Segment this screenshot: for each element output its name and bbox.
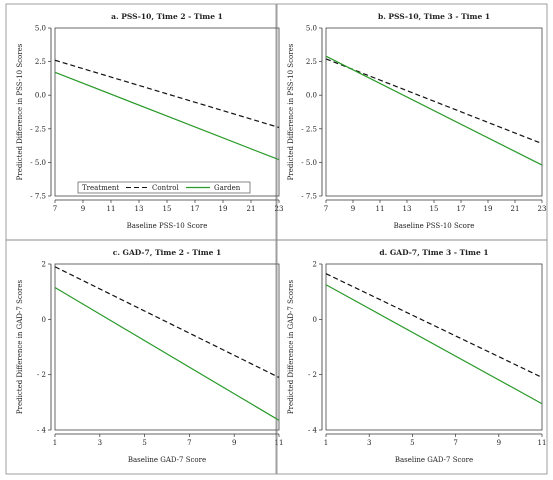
x-tick-label: 15 bbox=[163, 205, 172, 213]
y-tick-label: - 4 bbox=[308, 427, 318, 435]
x-axis-label: Baseline GAD-7 Score bbox=[395, 456, 473, 464]
y-tick-label: 0 bbox=[42, 316, 46, 324]
series-line-control bbox=[54, 59, 280, 129]
panel-title: c. GAD-7, Time 2 - Time 1 bbox=[113, 248, 221, 257]
y-tick-label: - 2.5 bbox=[30, 125, 46, 133]
x-tick-label: 3 bbox=[367, 439, 371, 447]
x-tick-label: 3 bbox=[98, 439, 102, 447]
series-line-garden bbox=[325, 284, 543, 405]
panel-d: d. GAD-7, Time 3 - Time 1 1 3 5 7 9 11 Baseline… bbox=[276, 239, 548, 475]
series-line-control bbox=[54, 266, 280, 378]
legend-box bbox=[77, 181, 251, 194]
x-tick-label: 7 bbox=[187, 439, 191, 447]
y-tick-label: - 2.5 bbox=[301, 125, 317, 133]
plot-frame bbox=[325, 263, 543, 431]
y-tick-label: - 5.0 bbox=[30, 159, 46, 167]
panel-title: d. GAD-7, Time 3 - Time 1 bbox=[379, 248, 488, 257]
x-tick-label: 7 bbox=[324, 205, 328, 213]
x-tick-label: 21 bbox=[247, 205, 256, 213]
y-tick-label: 2 bbox=[313, 261, 317, 269]
series-line-garden bbox=[54, 287, 280, 421]
y-tick-label: - 7.5 bbox=[30, 193, 46, 201]
legend-title: Treatment bbox=[82, 184, 119, 192]
x-tick-label: 7 bbox=[53, 205, 57, 213]
y-tick-label: - 2 bbox=[37, 371, 46, 379]
y-axis-label: Predicted Difference in PSS-10 Scores bbox=[287, 43, 295, 180]
x-tick-label: 17 bbox=[457, 205, 466, 213]
series-line-control bbox=[325, 273, 543, 378]
y-tick-label: 2 bbox=[42, 261, 46, 269]
x-axis-label: Baseline PSS-10 Score bbox=[127, 222, 208, 230]
panel-a: a. PSS-10, Time 2 - Time 1 7 9 11 13 15 17 19 21… bbox=[5, 3, 284, 241]
y-tick-label: 0.0 bbox=[306, 92, 317, 100]
y-tick-label: - 2 bbox=[308, 371, 317, 379]
x-tick-label: 11 bbox=[107, 205, 116, 213]
y-tick-label: 5.0 bbox=[306, 25, 317, 33]
panel-c: c. GAD-7, Time 2 - Time 1 1 3 5 7 9 11 Baseline… bbox=[5, 239, 284, 475]
x-axis-label: Baseline GAD-7 Score bbox=[128, 456, 206, 464]
x-tick-label: 9 bbox=[232, 439, 236, 447]
x-tick-label: 19 bbox=[219, 205, 228, 213]
x-tick-label: 11 bbox=[275, 439, 284, 447]
series-line-garden bbox=[325, 55, 543, 166]
x-tick-label: 5 bbox=[410, 439, 414, 447]
series-line-garden bbox=[54, 71, 280, 161]
x-tick-label: 19 bbox=[484, 205, 493, 213]
x-tick-label: 21 bbox=[511, 205, 520, 213]
panel-b: b. PSS-10, Time 3 - Time 1 7 9 11 13 15 17 19 21… bbox=[276, 3, 548, 241]
y-tick-label: - 7.5 bbox=[301, 193, 317, 201]
panel-border bbox=[276, 3, 548, 241]
x-tick-label: 1 bbox=[53, 439, 57, 447]
y-tick-label: 5.0 bbox=[35, 25, 46, 33]
x-axis-label: Baseline PSS-10 Score bbox=[394, 222, 475, 230]
legend-label-control: Control bbox=[152, 184, 179, 192]
x-tick-label: 15 bbox=[430, 205, 439, 213]
plot-frame bbox=[325, 27, 543, 197]
panel-title: b. PSS-10, Time 3 - Time 1 bbox=[378, 12, 490, 21]
y-axis-label: Predicted Difference in GAD-7 Scores bbox=[287, 280, 295, 415]
legend: Treatment Control Garden bbox=[77, 181, 251, 194]
y-tick-label: 2.5 bbox=[306, 58, 317, 66]
x-tick-label: 9 bbox=[81, 205, 85, 213]
x-tick-label: 11 bbox=[538, 439, 547, 447]
y-tick-label: 0.0 bbox=[35, 92, 46, 100]
panel-border bbox=[276, 239, 548, 475]
x-tick-label: 11 bbox=[376, 205, 385, 213]
x-tick-label: 5 bbox=[142, 439, 146, 447]
series-line-control bbox=[325, 58, 543, 145]
x-tick-label: 13 bbox=[403, 205, 412, 213]
x-tick-label: 1 bbox=[324, 439, 328, 447]
plot-frame bbox=[54, 263, 280, 431]
y-tick-label: 0 bbox=[313, 316, 317, 324]
x-tick-label: 7 bbox=[453, 439, 457, 447]
y-tick-label: 2.5 bbox=[35, 58, 46, 66]
x-tick-label: 17 bbox=[191, 205, 200, 213]
y-axis-label: Predicted Difference in PSS-10 Scores bbox=[16, 43, 24, 180]
x-tick-label: 9 bbox=[351, 205, 355, 213]
panel-title: a. PSS-10, Time 2 - Time 1 bbox=[111, 12, 223, 21]
panel-border bbox=[5, 239, 277, 475]
legend-label-garden: Garden bbox=[214, 184, 241, 192]
y-tick-label: - 5.0 bbox=[301, 159, 317, 167]
x-tick-label: 23 bbox=[275, 205, 284, 213]
x-tick-label: 13 bbox=[135, 205, 144, 213]
y-tick-label: - 4 bbox=[37, 427, 47, 435]
y-axis-label: Predicted Difference in GAD-7 Scores bbox=[16, 280, 24, 415]
x-tick-label: 9 bbox=[497, 439, 501, 447]
plot-frame bbox=[54, 27, 280, 197]
x-tick-label: 23 bbox=[538, 205, 547, 213]
